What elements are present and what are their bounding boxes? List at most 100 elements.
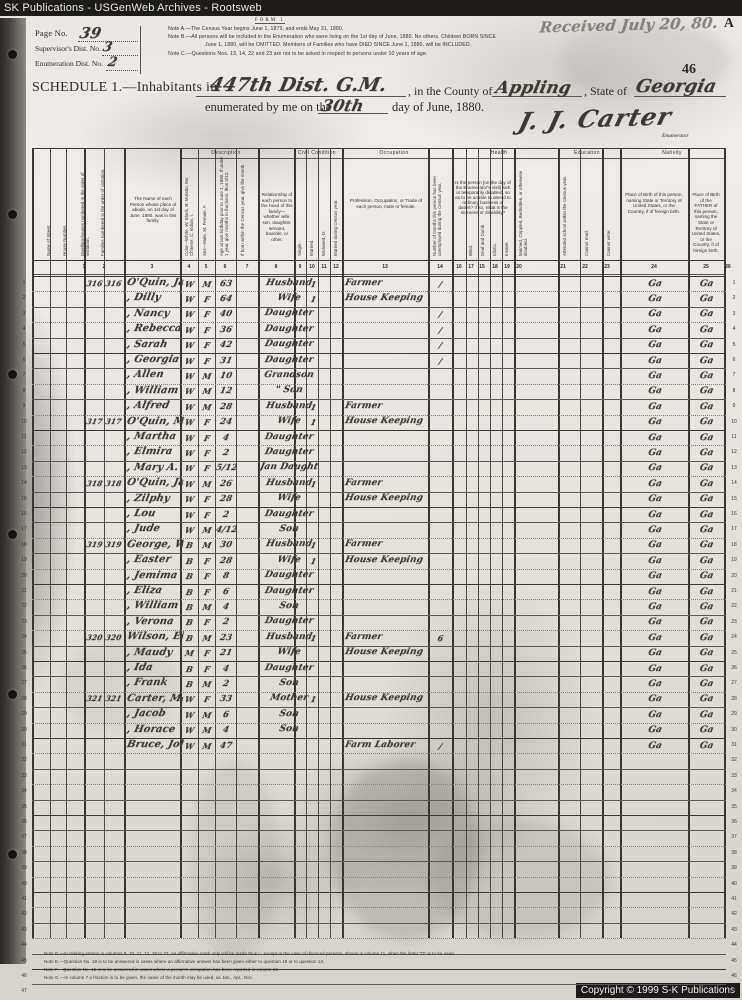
cell-color: B [184,632,195,643]
cell-age: 36 [218,324,234,335]
row-number: 36 [21,819,27,825]
cell-color: W [183,725,196,736]
cell-sex: F [203,309,211,320]
row-number: 21 [731,588,737,594]
row-number: 22 [21,603,27,610]
row-number: 16 [21,511,27,517]
cell-sex: F [203,447,211,458]
cell-age: 33 [218,694,234,705]
row-number: 29 [731,711,737,718]
group-header-nativity: Nativity [662,150,682,156]
row-number: 35 [21,803,27,810]
cell-relationship: Daughter [263,508,315,519]
row-number: 2 [22,295,26,302]
locality-value: 447th Dist. G.M. [207,74,390,96]
cell-sex: M [201,370,213,381]
cell-color: W [183,324,196,335]
cell-color: W [183,309,196,320]
cell-age: 6 [221,709,231,720]
site-banner: SK Publications - USGenWeb Archives - Ro… [0,0,742,16]
cell-age: 12 [218,386,234,397]
cell-person-name: , Horace [125,723,177,735]
col-caption-family: Families numbered in the order of visita… [100,168,105,256]
cell-person-name: , Ida [125,662,154,673]
col-caption-months-unemployed: Number of months this person has been un… [432,176,443,256]
col-caption-birthplace-father: Place of Birth of the FATHER of this per… [691,192,721,253]
row-number: 27 [21,680,27,687]
cell-relationship: Wife [276,493,302,504]
row-rule [32,476,726,478]
row-number: 46 [731,973,737,979]
row-number: 40 [21,880,27,887]
row-number: 39 [21,865,27,872]
cell-relationship: Daughter [263,585,315,596]
cell-birthplace-person: Ga [647,324,663,335]
row-number: 7 [732,372,736,379]
cell-sex: M [201,601,213,612]
cell-months-unemployed: / [437,355,444,366]
row-number: 29 [21,711,27,718]
cell-relationship: Daughter [263,570,315,581]
col-caption-attended-school: Attended school within the Census year. [562,175,567,256]
colnum-7: 7 [245,264,249,270]
cell-birthplace-person: Ga [647,663,663,674]
row-number: 45 [731,957,737,964]
colnum-24: 24 [651,264,657,270]
cell-sex: F [203,293,211,304]
row-number: 19 [731,557,737,564]
cell-birthplace-person: Ga [647,648,663,659]
colnum-19: 19 [504,264,510,270]
cell-age: 2 [221,447,231,458]
cell-birthplace-person: Ga [647,478,663,489]
row-rule [32,399,726,401]
row-number: 11 [21,434,27,440]
row-number: 42 [21,911,27,918]
colnum-11: 11 [321,264,327,270]
row-number: 23 [21,618,27,625]
row-rule [32,799,726,801]
cell-relationship: Daughter [263,339,315,350]
row-number: 12 [731,449,737,456]
note-a: Note A.—The Census Year begins June 1, 1… [168,26,344,32]
row-number: 45 [21,957,27,964]
cell-age: 28 [218,401,234,412]
cell-age: 8 [221,571,231,582]
row-rule [32,337,726,339]
note-f: Note F.—Question No. 15 is to be answere… [44,967,280,972]
form-mark: FORM 1 [255,18,285,24]
row-number: 6 [22,357,26,363]
cell-sex: F [203,663,211,674]
row-number: 4 [22,326,26,333]
row-number: 28 [21,695,27,702]
cell-person-name: Bruce, John [125,739,185,750]
cell-relationship: Son [278,600,300,611]
row-number: 34 [731,788,737,795]
cell-color: W [183,417,196,428]
row-rule [32,815,726,817]
cell-birthplace-person: Ga [647,309,663,320]
page-no-value: 39 [78,24,103,42]
row-number: 8 [22,387,26,394]
row-number: 13 [21,464,27,471]
cell-age: 4 [221,663,231,674]
cell-occupation: Farmer [343,477,384,488]
row-number: 27 [731,680,737,687]
cell-relationship: Daughter [263,354,315,365]
cell-sex: M [201,478,213,489]
cell-family-number: 318 [104,478,123,488]
row-number: 18 [21,541,27,548]
col-caption-birth-month: If born within the Census year, give the… [240,163,245,256]
group-header-health: Health [490,150,508,156]
row-number: 5 [22,341,26,348]
enumeration-district-label: Enumeration Dist. No. [35,59,103,68]
cell-person-name: , Nancy [125,307,171,319]
row-rule [32,876,726,878]
cell-person-name: , Martha [125,431,178,442]
row-rule [32,768,726,770]
cell-birthplace-person: Ga [647,617,663,628]
cell-age: 24 [218,417,234,428]
cell-relationship: Wife [276,647,302,658]
row-rule [32,553,726,555]
cell-family-number: 319 [104,540,123,550]
cell-person-name: O'Quin, Mary [125,415,185,427]
